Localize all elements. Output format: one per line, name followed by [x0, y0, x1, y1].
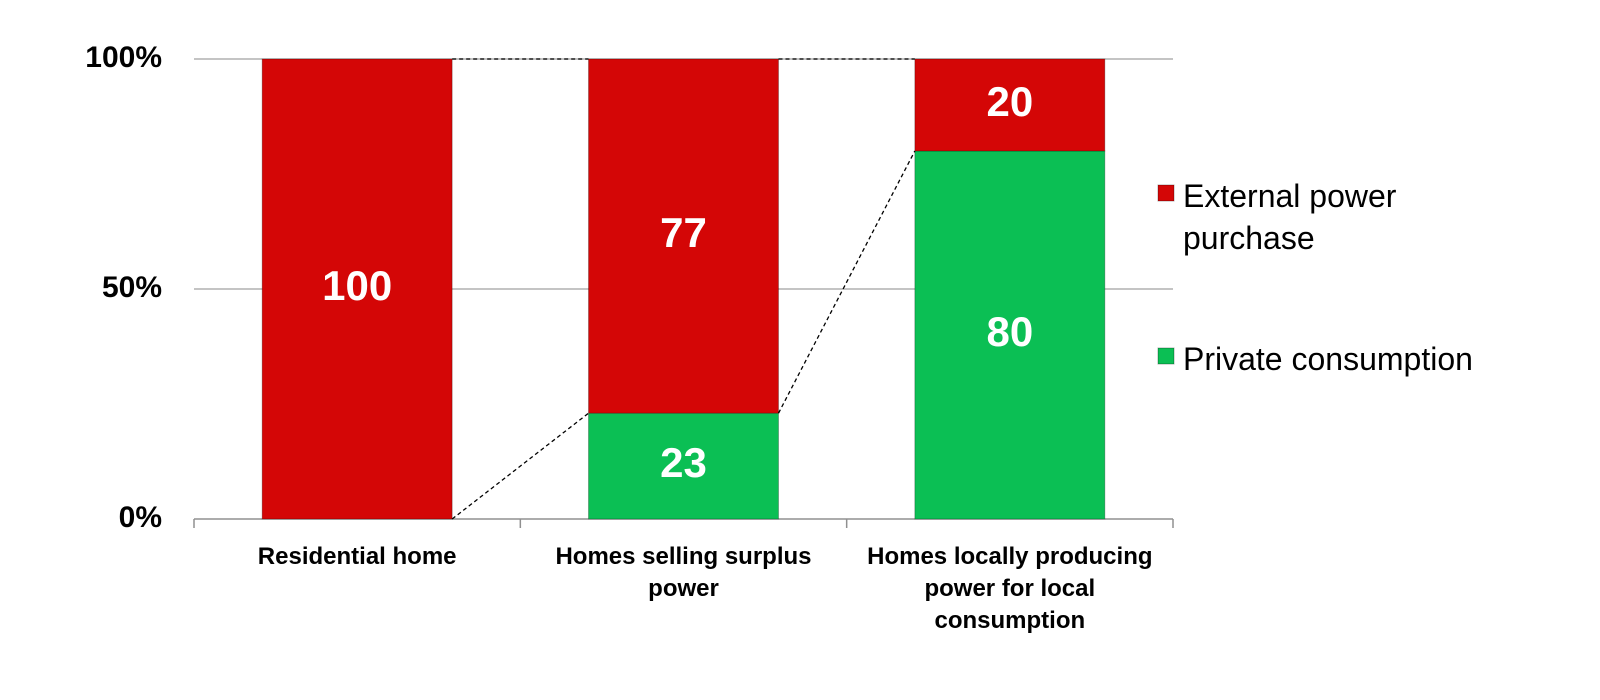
bar-segment — [588, 412, 779, 520]
connector-line — [451, 412, 589, 520]
bar-segment — [261, 58, 453, 520]
x-tick-label: Homes locally producing power for local … — [867, 543, 1153, 634]
data-label: 100 — [322, 262, 392, 309]
connector-line — [777, 150, 916, 414]
y-tick-label: 50% — [102, 271, 162, 304]
bar-segment — [914, 150, 1106, 520]
legend-label: Private consumption — [1183, 341, 1473, 377]
data-label: 77 — [660, 209, 707, 256]
y-tick-label: 100% — [85, 41, 162, 74]
bar-segment — [914, 58, 1106, 152]
data-label: 20 — [986, 78, 1033, 125]
y-tick-label: 0% — [119, 501, 162, 534]
legend-swatch — [1157, 347, 1175, 365]
bar-segment — [588, 58, 779, 414]
legend-label: External power purchase — [1183, 178, 1397, 256]
x-tick-label: Residential home — [257, 543, 457, 570]
x-tick-label: Homes selling surplus power — [555, 543, 812, 602]
data-label: 80 — [986, 308, 1033, 355]
data-label: 23 — [660, 439, 707, 486]
legend-swatch — [1157, 184, 1175, 202]
